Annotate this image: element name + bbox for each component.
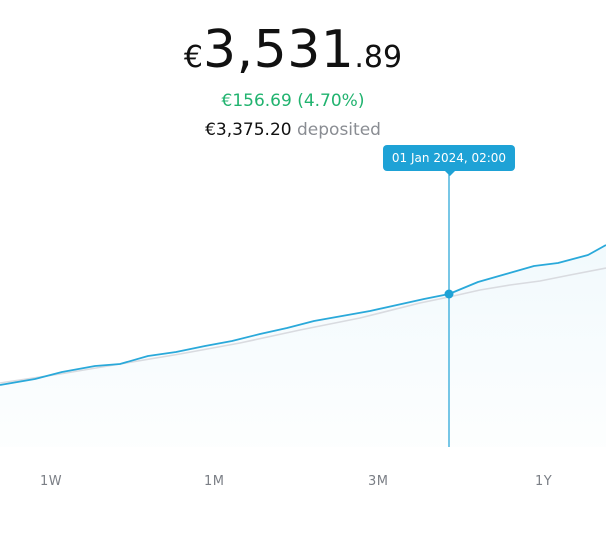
- deposited-label: deposited: [297, 120, 381, 140]
- range-tab-1y[interactable]: 1Y: [535, 474, 553, 489]
- gain-amount: €156.69 (4.70%): [221, 91, 365, 111]
- deposited-summary: €3,375.20 deposited: [0, 120, 586, 140]
- time-range-selector: 1W 1M 3M 1Y: [0, 474, 606, 494]
- range-tab-1w[interactable]: 1W: [40, 474, 63, 489]
- crosshair-point[interactable]: [444, 289, 454, 299]
- deposited-amount: €3,375.20: [205, 120, 292, 140]
- range-tab-1m[interactable]: 1M: [204, 474, 225, 489]
- balance-decimal: .89: [354, 40, 403, 75]
- balance-integer: 3,531: [203, 20, 355, 80]
- portfolio-balance: €3,531.89: [0, 24, 586, 76]
- range-tab-3m[interactable]: 3M: [368, 474, 389, 489]
- value-area-fill: [0, 245, 606, 447]
- portfolio-value-line: [0, 244, 606, 386]
- deposited-line: [0, 267, 606, 384]
- date-tooltip: 01 Jan 2024, 02:00: [383, 145, 515, 176]
- balance-currency: €: [183, 40, 203, 75]
